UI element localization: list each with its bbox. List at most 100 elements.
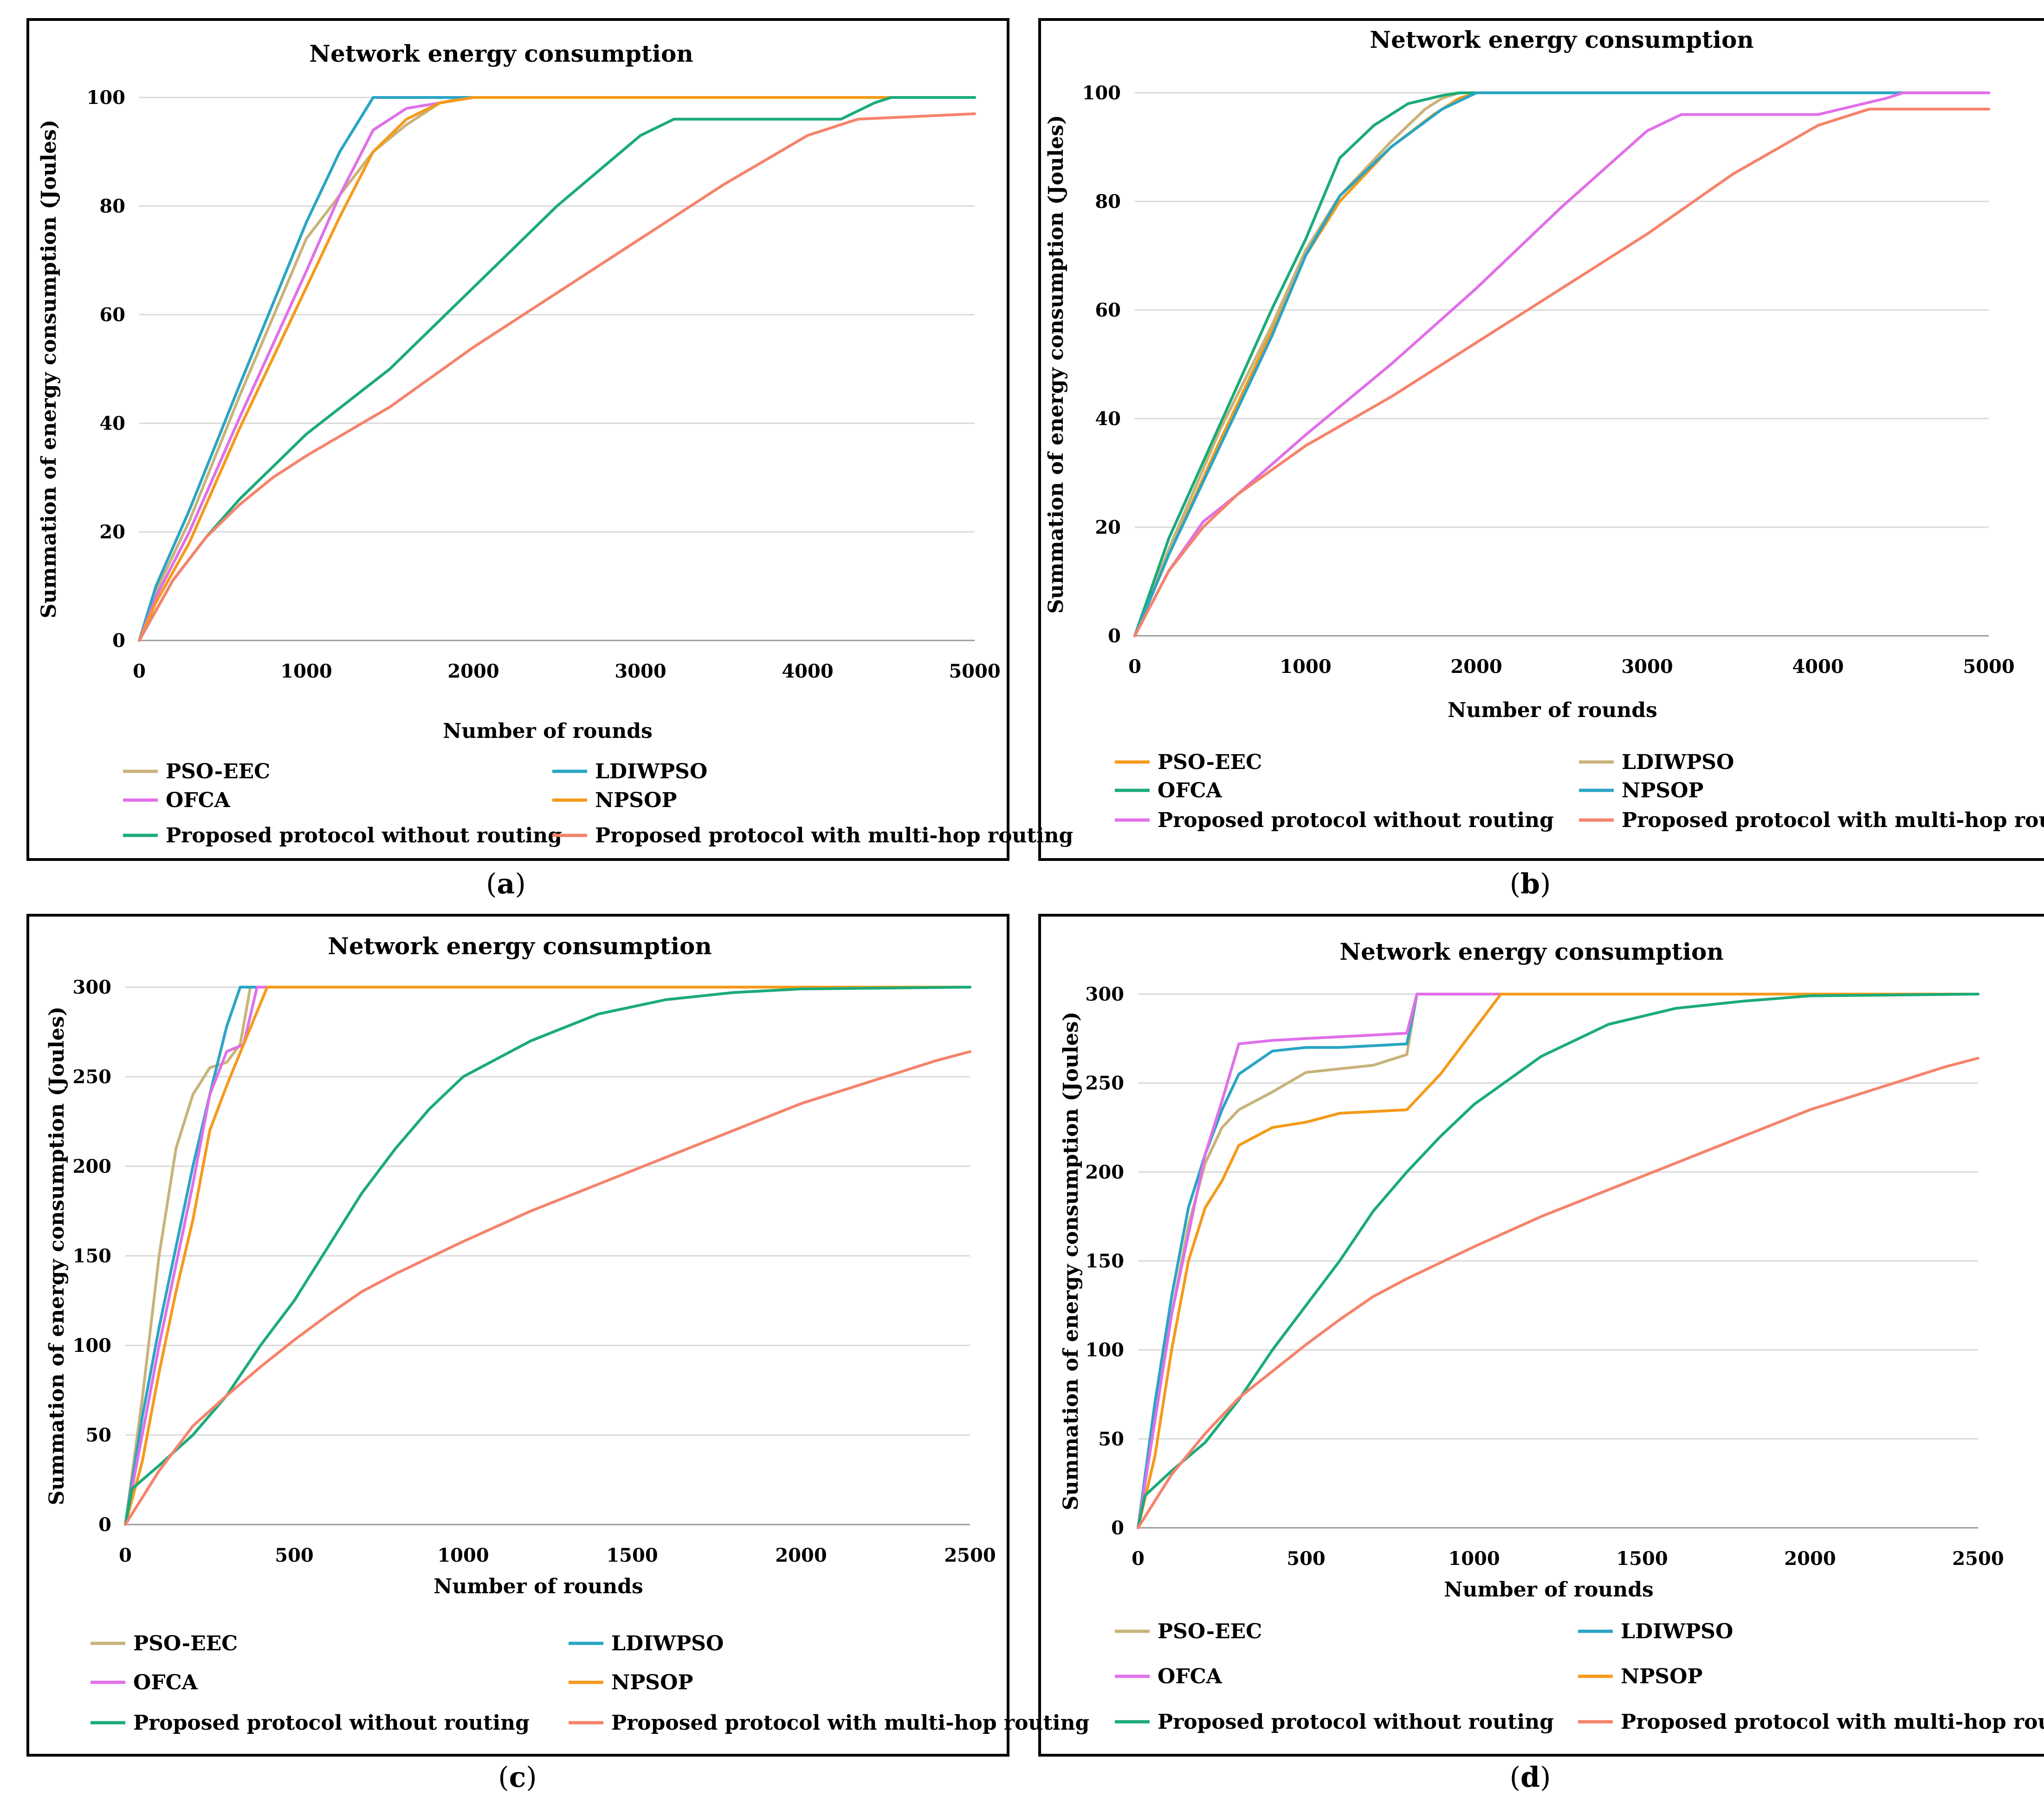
y-tick-label: 20: [99, 521, 125, 543]
x-tick-label: 0: [1128, 656, 1141, 678]
series-line: [124, 986, 971, 1526]
panel-letter: (c): [498, 1761, 537, 1794]
series-line: [124, 986, 971, 1526]
series-line: [138, 112, 976, 642]
legend-label: NPSOP: [1621, 1665, 1703, 1688]
legend-label: Proposed protocol without routing: [1158, 1710, 1554, 1734]
y-tick-label: 250: [1086, 1073, 1125, 1094]
x-tick-label: 5000: [949, 660, 1000, 682]
x-tick-label: 2000: [1784, 1548, 1836, 1570]
y-tick-label: 40: [99, 413, 125, 434]
legend-label: PSO-EEC: [166, 760, 270, 783]
chart-panel-c: 0 50 100 150 200 250 300 0 500 1000 1500 2000 2500 Ne…: [26, 914, 1089, 1794]
chart-title: Network energy consumption: [1370, 26, 1753, 53]
x-tick-label: 1500: [606, 1545, 658, 1566]
legend-label: OFCA: [1158, 1665, 1223, 1688]
y-tick-label: 60: [99, 304, 125, 326]
x-tick-label: 0: [119, 1545, 132, 1566]
legend-label: NPSOP: [595, 788, 677, 812]
series-line: [138, 96, 976, 642]
legend-label: Proposed protocol with multi-hop routing: [611, 1711, 1089, 1735]
y-tick-label: 20: [1095, 517, 1121, 538]
legend-label: PSO-EEC: [1158, 1620, 1262, 1643]
y-tick-label: 0: [1111, 1517, 1124, 1539]
y-tick-label: 200: [1086, 1161, 1125, 1183]
legend-label: OFCA: [166, 788, 231, 812]
panel-letter-id: c: [509, 1761, 526, 1794]
panel-letter-id: d: [1520, 1761, 1540, 1794]
x-axis-label: Number of rounds: [433, 1575, 643, 1598]
x-tick-label: 2500: [944, 1545, 996, 1566]
x-tick-label: 1000: [1280, 656, 1331, 678]
series-line: [1133, 91, 1990, 637]
panel-letter: (a): [486, 868, 526, 900]
panel-letter: (d): [1510, 1761, 1551, 1794]
y-tick-label: 300: [1086, 983, 1125, 1005]
panel-frame: [26, 18, 1009, 861]
series-line: [1133, 91, 1990, 637]
x-tick-label: 500: [275, 1545, 314, 1566]
x-tick-label: 500: [1287, 1548, 1326, 1570]
y-axis-label: Summation of energy consumption (Joules): [1059, 1012, 1083, 1511]
x-axis-label: Number of rounds: [1448, 698, 1657, 722]
y-tick-label: 100: [1082, 82, 1121, 104]
legend-label: Proposed protocol with multi-hop routing: [1622, 808, 2044, 832]
y-tick-label: 150: [73, 1245, 112, 1267]
y-axis-label: Summation of energy consumption (Joules): [45, 1007, 69, 1506]
x-tick-label: 4000: [1792, 656, 1843, 678]
legend-label: Proposed protocol with multi-hop routing: [1621, 1710, 2044, 1734]
y-tick-label: 100: [87, 87, 126, 109]
series-line: [1133, 91, 1990, 637]
chart-title: Network energy consumption: [328, 932, 712, 960]
legend-label: Proposed protocol without routing: [1158, 808, 1554, 832]
x-tick-label: 2000: [1450, 656, 1502, 678]
panel-frame: [26, 914, 1009, 1757]
legend-label: OFCA: [1158, 779, 1223, 802]
series-line: [1137, 1057, 1979, 1529]
y-tick-label: 0: [1108, 625, 1121, 647]
panel-letter: (b): [1510, 868, 1551, 900]
legend-label: NPSOP: [611, 1671, 693, 1694]
legend-label: OFCA: [133, 1671, 198, 1694]
x-tick-label: 2500: [1952, 1548, 2004, 1570]
x-tick-label: 1000: [280, 660, 332, 682]
y-tick-label: 200: [73, 1156, 112, 1177]
x-tick-label: 1500: [1616, 1548, 1668, 1570]
y-tick-label: 80: [1095, 191, 1121, 213]
y-tick-label: 0: [112, 630, 125, 652]
legend-label: NPSOP: [1622, 779, 1704, 802]
y-tick-label: 40: [1095, 408, 1121, 430]
chart-panel-d: 0 50 100 150 200 250 300 0 500 1000 1500 2000 2500 Ne…: [1038, 914, 2044, 1794]
series-line: [1137, 993, 1979, 1529]
y-tick-label: 60: [1095, 299, 1121, 321]
series-line: [1137, 993, 1979, 1529]
x-tick-label: 2000: [447, 660, 499, 682]
x-tick-label: 0: [1132, 1548, 1145, 1570]
panel-frame: [1038, 914, 2044, 1757]
y-tick-label: 50: [85, 1424, 111, 1446]
y-tick-label: 50: [1098, 1428, 1124, 1450]
series-line: [138, 96, 976, 642]
series-line: [124, 986, 971, 1526]
chart-title: Network energy consumption: [309, 40, 693, 67]
panel-letter-id: a: [497, 868, 515, 900]
series-line: [1137, 993, 1979, 1529]
series-line: [124, 986, 971, 1526]
series-line: [124, 1050, 971, 1526]
legend-label: Proposed protocol without routing: [166, 824, 562, 847]
y-tick-label: 300: [73, 976, 112, 998]
series-line: [138, 96, 976, 642]
legend-label: PSO-EEC: [1158, 750, 1262, 774]
legend-label: LDIWPSO: [1622, 750, 1734, 774]
y-tick-label: 150: [1086, 1250, 1125, 1272]
x-tick-label: 3000: [614, 660, 666, 682]
series-line: [138, 96, 976, 642]
x-tick-label: 1000: [1448, 1548, 1500, 1570]
x-tick-label: 0: [133, 660, 146, 682]
x-tick-label: 2000: [775, 1545, 827, 1566]
legend-label: LDIWPSO: [611, 1632, 724, 1655]
legend-label: PSO-EEC: [133, 1632, 238, 1655]
legend-label: Proposed protocol without routing: [133, 1711, 530, 1735]
